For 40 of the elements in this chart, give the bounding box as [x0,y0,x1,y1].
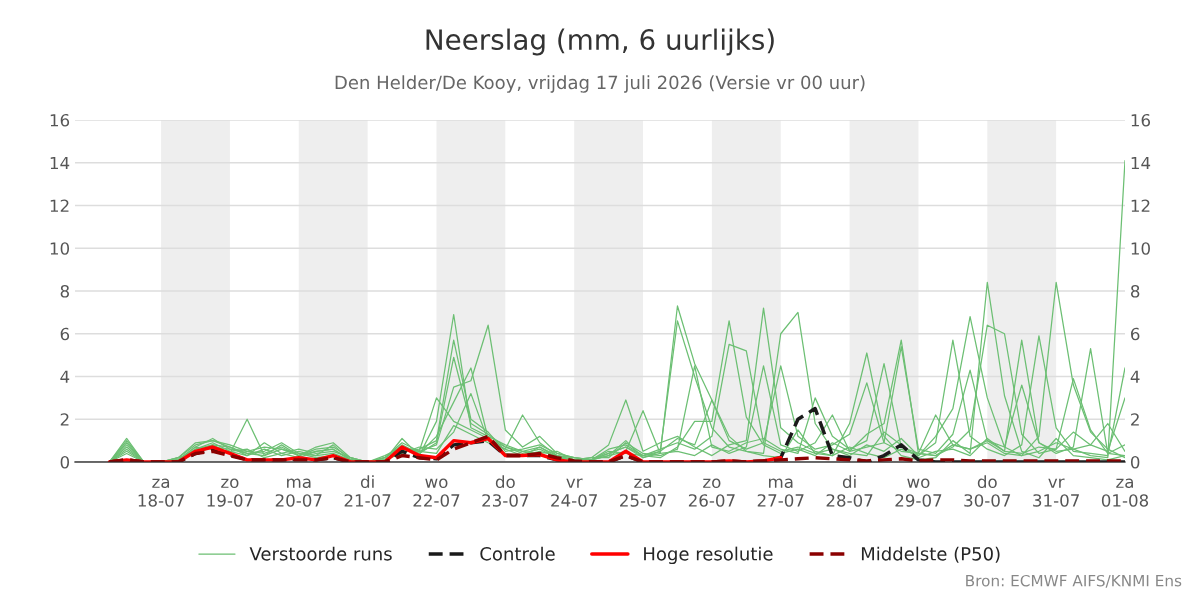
y2-tick-label: 2 [1131,413,1139,426]
y-tick-label: 12 [50,199,69,212]
x-tick-label: wo 29-07 [895,478,942,507]
y-tick-label: 16 [50,113,70,127]
legend-label: Verstoorde runs [249,546,392,561]
y-tick-label: 10 [50,242,70,255]
chart-title: Neerslag (mm, 6 uurlijks) [426,28,774,56]
x-tick-label: za 01-08 [1101,478,1149,507]
legend-label: Controle [480,546,555,561]
y-tick-label: 8 [60,284,69,298]
y-tick-label: 4 [60,370,70,383]
legend-label: Hoge resolutie [644,546,773,565]
x-tick-label: do 30-07 [964,475,1011,507]
y2-tick-label: 6 [1131,327,1140,341]
y2-tick-label: 12 [1131,199,1150,212]
text: Bron: ECMWF AIFS/KNMI Ens [966,574,1182,588]
y-tick-label: 6 [60,327,70,341]
chart-subtitle: Den Helder/De Kooy, vrijdag 17 juli 2026 (Versie vr 00 uur) [335,75,865,93]
y2-tick-label: 4 [1130,370,1140,383]
y-tick-label: 14 [50,156,70,170]
x-tick-label: wo 22-07 [413,478,460,507]
y2-tick-label: 14 [1131,156,1151,170]
x-tick-label: di 28-07 [826,475,873,507]
x-tick-label: za 25-07 [620,478,666,507]
x-tick-label: zo 26-07 [688,478,735,507]
y2-tick-label: 16 [1131,113,1151,127]
x-tick-label: za 18-07 [138,478,184,507]
legend-label: Middelste (P50) [861,546,1000,563]
x-tick-label: vr 31-07 [1033,478,1079,507]
x-tick-label: vr 24-07 [551,478,597,507]
y2-tick-label: 0 [1130,455,1140,469]
x-tick-label: zo 19-07 [207,478,253,507]
x-tick-label: di 21-07 [344,475,391,507]
y2-tick-label: 8 [1130,284,1140,298]
y2-tick-label: 10 [1131,242,1150,255]
y-tick-label: 0 [60,455,70,469]
y-tick-label: 2 [60,413,69,426]
x-tick-label: ma 27-07 [757,478,804,507]
x-tick-label: do 23-07 [482,475,529,507]
x-tick-label: ma 20-07 [275,478,322,507]
